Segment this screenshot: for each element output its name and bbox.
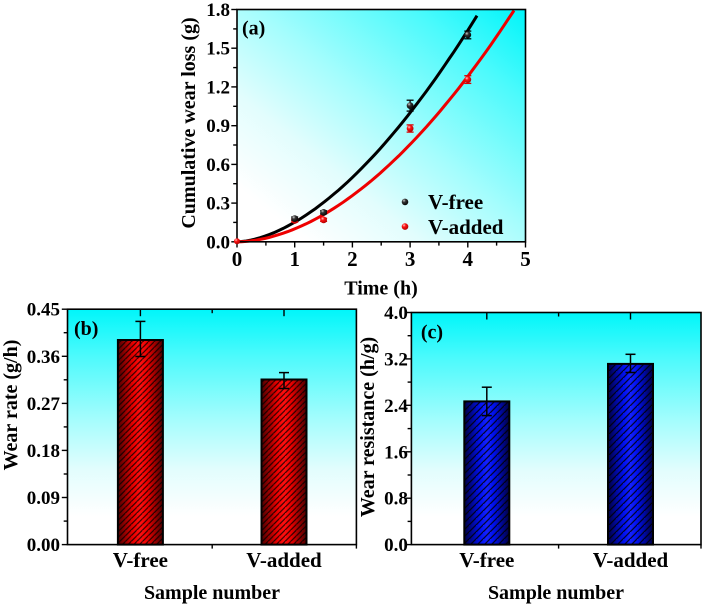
svg-text:4: 4 [463,247,474,271]
svg-text:3.2: 3.2 [384,349,408,370]
svg-text:1.2: 1.2 [206,77,230,98]
svg-text:V-free: V-free [113,548,168,572]
svg-text:0.6: 0.6 [206,155,230,176]
svg-text:0.8: 0.8 [384,489,408,510]
svg-text:0.00: 0.00 [27,535,60,556]
svg-text:V-added: V-added [428,215,504,239]
svg-text:1.8: 1.8 [206,0,230,21]
svg-text:1.5: 1.5 [206,39,230,60]
svg-text:1: 1 [289,247,300,271]
svg-text:Wear resistance (h/g): Wear resistance (h/g) [357,337,379,517]
svg-text:(c): (c) [421,322,443,344]
svg-text:0: 0 [232,247,243,271]
svg-text:V-free: V-free [428,190,483,214]
svg-text:V-free: V-free [459,548,514,572]
svg-text:0.45: 0.45 [27,300,60,321]
svg-text:Sample number: Sample number [488,582,624,604]
svg-text:2: 2 [347,247,358,271]
svg-text:4.0: 4.0 [384,303,408,324]
svg-text:V-added: V-added [593,548,669,572]
svg-text:0.3: 0.3 [206,194,230,215]
svg-text:(a): (a) [242,18,265,40]
svg-text:0.9: 0.9 [206,116,230,137]
svg-text:V-added: V-added [246,548,322,572]
svg-text:0.27: 0.27 [27,394,61,415]
svg-text:(b): (b) [74,318,98,340]
svg-text:0.0: 0.0 [206,232,230,253]
svg-text:1.6: 1.6 [384,442,408,463]
svg-text:Cumulative wear loss (g): Cumulative wear loss (g) [178,17,200,228]
svg-text:Wear rate (g/h): Wear rate (g/h) [0,340,22,471]
svg-text:0.36: 0.36 [27,347,60,368]
svg-text:3: 3 [405,247,416,271]
svg-text:Sample number: Sample number [144,582,280,604]
svg-text:0.0: 0.0 [384,535,408,556]
svg-text:0.09: 0.09 [27,488,60,509]
svg-text:2.4: 2.4 [384,396,408,417]
svg-text:Time (h): Time (h) [344,278,418,300]
svg-text:0.18: 0.18 [27,441,60,462]
svg-text:5: 5 [520,247,531,271]
